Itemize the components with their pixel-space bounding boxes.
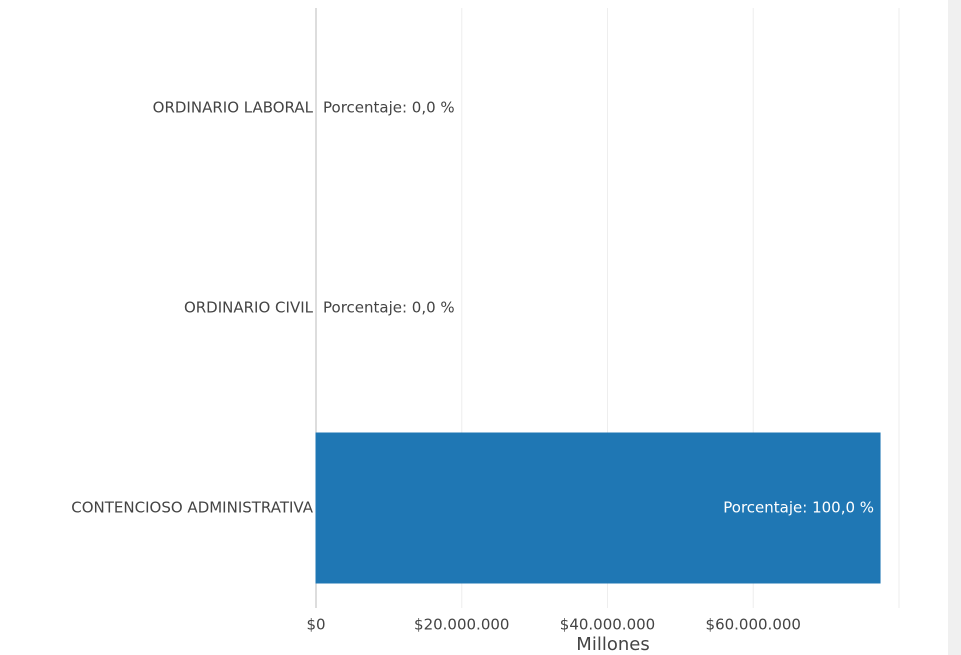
x-tick-label: $40.000.000	[560, 616, 655, 634]
x-tick-label: $60.000.000	[706, 616, 801, 634]
x-axis-title: Millones	[576, 634, 649, 655]
data-label: Porcentaje: 0,0 %	[323, 299, 455, 317]
scrollbar	[948, 0, 961, 655]
y-tick-label: ORDINARIO LABORAL	[153, 99, 314, 117]
data-label: Porcentaje: 0,0 %	[323, 99, 455, 117]
x-tick-label: $0	[306, 616, 325, 634]
y-tick-label: CONTENCIOSO ADMINISTRATIVA	[71, 499, 313, 517]
data-label: Porcentaje: 100,0 %	[723, 499, 874, 517]
bar	[315, 432, 881, 584]
x-tick-label: $20.000.000	[414, 616, 509, 634]
y-tick-label: ORDINARIO CIVIL	[184, 299, 314, 317]
